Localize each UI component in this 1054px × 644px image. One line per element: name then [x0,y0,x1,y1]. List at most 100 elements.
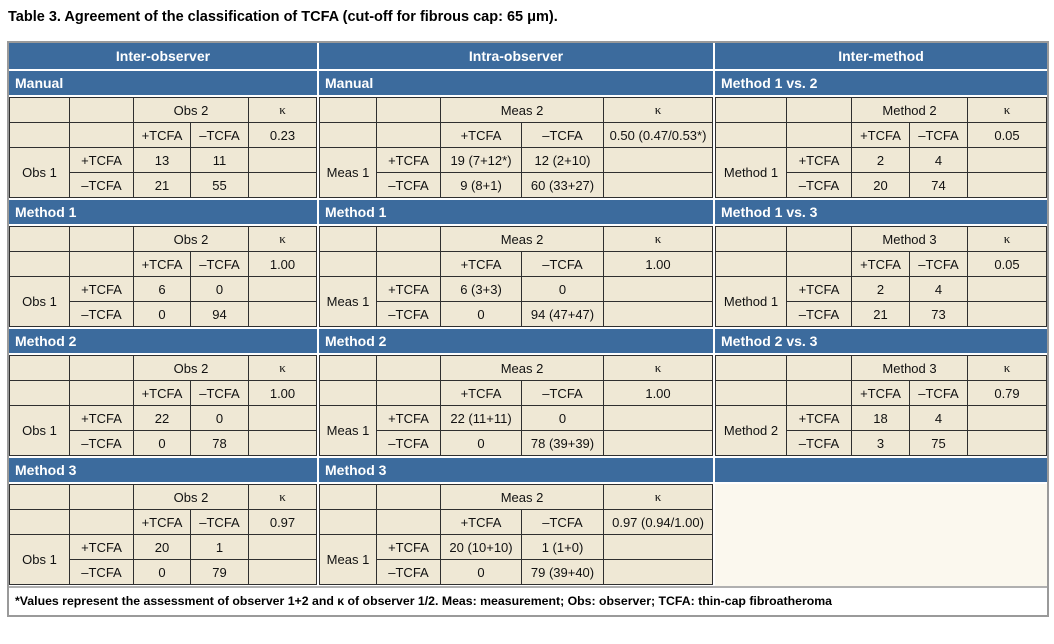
col-group-header: Obs 2 [133,97,249,123]
kappa-symbol: κ [248,226,317,252]
blank-cell [715,380,787,406]
row-group-header: Method 1 [715,276,787,327]
cell-minus-plus: 3 [851,430,910,456]
kappa-symbol: κ [967,355,1047,381]
blank-cell [248,147,317,173]
blank-cell [376,509,441,535]
subtable-title: Method 3 [319,456,713,484]
cell-plus-plus: 19 (7+12*) [440,147,522,173]
subtable-title: Method 2 [9,327,317,355]
kappa-value: 0.23 [248,122,317,148]
blank-cell [69,226,134,252]
col-plus-label: +TCFA [851,251,910,277]
col-group-header: Method 3 [850,226,969,252]
blank-cell [9,97,70,123]
blank-cell [603,405,713,431]
blank-cell [69,484,134,510]
blank-cell [603,559,713,585]
row-minus-label: –TCFA [376,430,441,456]
kappa-symbol: κ [603,226,713,252]
blank-cell [715,355,787,381]
blank-cell [603,276,713,302]
kappa-value: 0.05 [967,251,1047,277]
row-group-header: Meas 1 [319,147,377,198]
col-plus-label: +TCFA [440,122,522,148]
blank-cell [69,509,134,535]
cell-plus-plus: 13 [133,147,191,173]
row-minus-label: –TCFA [69,559,134,585]
col-plus-label: +TCFA [440,380,522,406]
col-group-header: Method 3 [850,355,969,381]
col-minus-label: –TCFA [520,380,605,406]
table-caption: Table 3. Agreement of the classification… [8,9,558,25]
row-group-header: Meas 1 [319,405,377,456]
cell-plus-minus: 0 [190,276,249,302]
cell-plus-plus: 18 [851,405,910,431]
row-minus-label: –TCFA [376,559,441,585]
cell-plus-minus: 12 (2+10) [520,147,605,173]
cell-minus-minus: 74 [908,172,969,198]
blank-cell [248,405,317,431]
cell-minus-minus: 79 (39+40) [520,559,605,585]
blank-cell [967,430,1047,456]
blank-cell [786,122,852,148]
col-group-header: Obs 2 [133,355,249,381]
blank-cell [69,122,134,148]
cell-plus-plus: 20 (10+10) [440,534,522,560]
col-minus-label: –TCFA [190,380,249,406]
cell-plus-minus: 0 [190,405,249,431]
blank-cell [69,380,134,406]
subtable-title: Method 1 vs. 3 [715,198,1047,226]
row-plus-label: +TCFA [69,147,134,173]
col-plus-label: +TCFA [133,122,191,148]
col-plus-label: +TCFA [133,509,191,535]
row-minus-label: –TCFA [376,301,441,327]
blank-cell [376,355,441,381]
row-plus-label: +TCFA [376,147,441,173]
subtable-title: Manual [319,71,713,97]
kappa-value: 1.00 [603,251,713,277]
row-plus-label: +TCFA [69,276,134,302]
row-plus-label: +TCFA [69,405,134,431]
kappa-value: 0.50 (0.47/0.53*) [603,122,713,148]
row-group-header: Obs 1 [9,276,70,327]
blank-cell [376,122,441,148]
blank-cell [715,97,787,123]
cell-plus-minus: 4 [908,147,969,173]
row-minus-label: –TCFA [69,301,134,327]
blank-cell [786,355,852,381]
cell-plus-plus: 22 [133,405,191,431]
blank-cell [248,559,317,585]
kappa-value: 1.00 [603,380,713,406]
col-minus-label: –TCFA [908,122,969,148]
row-group-header: Obs 1 [9,534,70,585]
row-group-header: Meas 1 [319,534,377,585]
blank-cell [319,509,377,535]
empty-area [715,484,1047,586]
blank-cell [603,301,713,327]
cell-minus-plus: 0 [440,559,522,585]
row-minus-label: –TCFA [69,172,134,198]
col-minus-label: –TCFA [190,509,249,535]
kappa-value: 0.05 [967,122,1047,148]
col-minus-label: –TCFA [190,122,249,148]
row-group-header: Method 1 [715,147,787,198]
blank-cell [9,380,70,406]
cell-minus-plus: 21 [133,172,191,198]
row-minus-label: –TCFA [786,430,852,456]
cell-plus-plus: 6 (3+3) [440,276,522,302]
